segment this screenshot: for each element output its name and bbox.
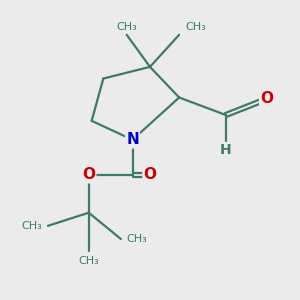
Text: O: O — [260, 92, 273, 106]
Text: O: O — [143, 167, 157, 182]
Text: N: N — [126, 132, 139, 147]
Text: CH₃: CH₃ — [116, 22, 137, 32]
Text: O: O — [82, 167, 95, 182]
Text: CH₃: CH₃ — [185, 22, 206, 32]
Text: H: H — [220, 143, 232, 157]
Text: CH₃: CH₃ — [127, 234, 147, 244]
Text: CH₃: CH₃ — [21, 221, 42, 231]
Text: CH₃: CH₃ — [78, 256, 99, 266]
